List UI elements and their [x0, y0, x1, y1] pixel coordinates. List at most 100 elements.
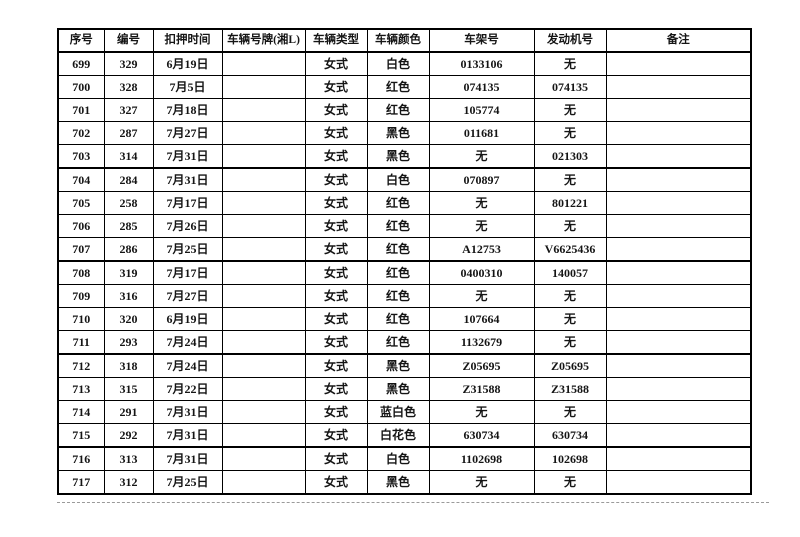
- table-cell: [221, 400, 306, 424]
- table-cell: 女式: [304, 191, 368, 215]
- table-cell: 女式: [304, 377, 368, 401]
- table-cell: 709: [57, 284, 105, 308]
- table-cell: 0133106: [428, 51, 535, 76]
- table-cell: 白花色: [366, 423, 430, 448]
- table-cell: [221, 307, 306, 331]
- table-cell: Z31588: [533, 377, 607, 401]
- table-cell: 女式: [304, 237, 368, 262]
- table-cell: 7月24日: [152, 330, 223, 355]
- table-cell: 070897: [428, 167, 535, 192]
- table-cell: 258: [103, 191, 154, 215]
- table-cell: Z05695: [533, 353, 607, 378]
- column-header-5: 车辆颜色: [366, 28, 430, 53]
- table-cell: [605, 167, 752, 192]
- table-cell: 0400310: [428, 260, 535, 285]
- table-cell: 327: [103, 98, 154, 122]
- table-cell: 女式: [304, 330, 368, 355]
- table-cell: 716: [57, 446, 105, 471]
- table-cell: 319: [103, 260, 154, 285]
- table-cell: 7月31日: [152, 400, 223, 424]
- table-cell: 7月18日: [152, 98, 223, 122]
- table-cell: [605, 284, 752, 308]
- table-cell: 白色: [366, 446, 430, 471]
- table-cell: 7月24日: [152, 353, 223, 378]
- table-cell: 7月17日: [152, 260, 223, 285]
- table-cell: 白色: [366, 51, 430, 76]
- table-cell: 女式: [304, 51, 368, 76]
- table-cell: [221, 237, 306, 262]
- table-cell: 7月31日: [152, 446, 223, 471]
- table-cell: 107664: [428, 307, 535, 331]
- table-cell: [221, 75, 306, 99]
- table-cell: 女式: [304, 423, 368, 448]
- table-cell: [605, 51, 752, 76]
- table-cell: 074135: [428, 75, 535, 99]
- table-cell: 7月22日: [152, 377, 223, 401]
- table-cell: [605, 307, 752, 331]
- table-cell: [221, 353, 306, 378]
- vehicle-seizure-table: 序号 编号 扣押时间 车辆号牌(湘L) 车辆类型 车辆颜色 车架号 发动机号 备注 699 329…: [57, 28, 752, 495]
- table-cell: 红色: [366, 284, 430, 308]
- table-row-715: 715 292 7月31日 女式 白花色 630734 630734: [57, 423, 752, 448]
- table-cell: 011681: [428, 121, 535, 145]
- table-cell: 红色: [366, 191, 430, 215]
- table-cell: 630734: [428, 423, 535, 448]
- table-cell: [221, 51, 306, 76]
- table-row-717: 717 312 7月25日 女式 黑色无无: [57, 470, 752, 495]
- table-cell: [221, 167, 306, 192]
- table-cell: 315: [103, 377, 154, 401]
- table-cell: 女式: [304, 260, 368, 285]
- table-cell: 801221: [533, 191, 607, 215]
- table-cell: 7月31日: [152, 167, 223, 192]
- table-cell: [221, 470, 306, 495]
- table-cell: 女式: [304, 144, 368, 169]
- table-cell: 女式: [304, 214, 368, 238]
- table-cell: 无: [533, 307, 607, 331]
- table-cell: 701: [57, 98, 105, 122]
- table-cell: 713: [57, 377, 105, 401]
- table-cell: 715: [57, 423, 105, 448]
- table-cell: [221, 191, 306, 215]
- table-cell: [221, 214, 306, 238]
- table-cell: 红色: [366, 260, 430, 285]
- table-cell: 黑色: [366, 144, 430, 169]
- table-row-700: 700 328 7月5日 女式 红色 074135 074135: [57, 75, 752, 99]
- table-cell: 703: [57, 144, 105, 169]
- table-row-713: 713 315 7月22日 女式 黑色 Z31588 Z31588: [57, 377, 752, 401]
- table-cell: 328: [103, 75, 154, 99]
- table-cell: Z05695: [428, 353, 535, 378]
- table-cell: 285: [103, 214, 154, 238]
- table-cell: 6月19日: [152, 307, 223, 331]
- table-row-709: 709 316 7月27日 女式 红色无无: [57, 284, 752, 308]
- table-cell: 红色: [366, 307, 430, 331]
- table-cell: [221, 330, 306, 355]
- table-row-704: 704 284 7月31日 女式 白色 070897 无: [57, 167, 752, 192]
- column-header-8: 备注: [605, 28, 752, 53]
- table-cell: 318: [103, 353, 154, 378]
- table-cell: 黑色: [366, 377, 430, 401]
- table-cell: [605, 377, 752, 401]
- table-cell: 021303: [533, 144, 607, 169]
- table-row-708: 708 319 7月17日 女式 红色 0400310 140057: [57, 260, 752, 285]
- table-cell: 无: [533, 121, 607, 145]
- table-cell: [605, 237, 752, 262]
- table-cell: 105774: [428, 98, 535, 122]
- table-cell: 红色: [366, 237, 430, 262]
- table-cell: 287: [103, 121, 154, 145]
- table-cell: 女式: [304, 446, 368, 471]
- table-cell: Z31588: [428, 377, 535, 401]
- table-cell: [221, 144, 306, 169]
- table-cell: 红色: [366, 330, 430, 355]
- table-cell: V6625436: [533, 237, 607, 262]
- page-break-dashed-line: [57, 502, 769, 503]
- table-cell: 无: [428, 284, 535, 308]
- table-cell: 无: [533, 98, 607, 122]
- table-cell: 1132679: [428, 330, 535, 355]
- table-body: 699 329 6月19日 女式 白色 0133106 无 700 328 7月5日 女式 红色 074…: [57, 51, 752, 495]
- table-cell: [605, 400, 752, 424]
- table-cell: [605, 330, 752, 355]
- table-cell: 630734: [533, 423, 607, 448]
- table-row-711: 711 293 7月24日 女式 红色 1132679 无: [57, 330, 752, 355]
- table-cell: 702: [57, 121, 105, 145]
